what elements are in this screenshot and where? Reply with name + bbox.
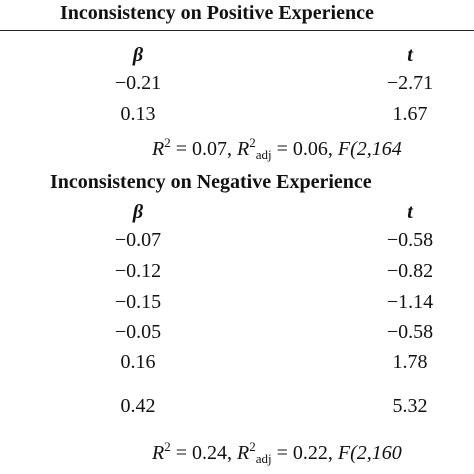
stat-text: = 0.22, [271, 442, 338, 464]
col-header: β [132, 44, 144, 66]
cell: −0.07 [114, 229, 162, 251]
cell: 5.32 [392, 395, 428, 417]
stat-sub: adj [255, 147, 272, 162]
cell: 1.78 [392, 351, 428, 373]
stats: R2 = 0.24, R2adj = 0.22, F(2,160 [152, 440, 402, 465]
stat-text: R [152, 138, 165, 160]
cell: −0.58 [386, 321, 434, 343]
stat-text: R [237, 138, 250, 160]
col-header: β [132, 201, 144, 223]
stat-text: R [237, 442, 250, 464]
cell: −1.14 [386, 291, 434, 313]
col-header: t [407, 44, 413, 66]
cell: −2.71 [386, 72, 434, 94]
section-title: Inconsistency on Negative Experience [50, 171, 372, 193]
cell: 0.13 [120, 103, 156, 125]
stat-text: = 0.07, [170, 138, 237, 160]
cell: 0.16 [120, 351, 156, 373]
stats: R2 = 0.07, R2adj = 0.06, F(2,164 [152, 136, 402, 161]
cell: −0.21 [114, 72, 162, 94]
stat-sup: 2 [249, 135, 256, 150]
section-title: Inconsistency on Positive Experience [60, 2, 374, 24]
stat-sup: 2 [164, 135, 171, 150]
col-header: t [407, 201, 413, 223]
stat-sub: adj [255, 451, 272, 466]
cell: −0.15 [114, 291, 162, 313]
stat-text: F(2,160 [337, 442, 402, 464]
stat-text: = 0.24, [170, 442, 237, 464]
stat-text: R [152, 442, 165, 464]
rule [0, 30, 474, 31]
cell: −0.58 [386, 229, 434, 251]
cell: 1.67 [392, 103, 428, 125]
stat-text: = 0.06, [271, 138, 338, 160]
cell: −0.12 [114, 260, 162, 282]
stat-sup: 2 [249, 439, 256, 454]
cell: −0.82 [386, 260, 434, 282]
cell: −0.05 [114, 321, 162, 343]
stat-text: F(2,164 [337, 138, 402, 160]
stat-sup: 2 [164, 439, 171, 454]
cell: 0.42 [120, 395, 156, 417]
